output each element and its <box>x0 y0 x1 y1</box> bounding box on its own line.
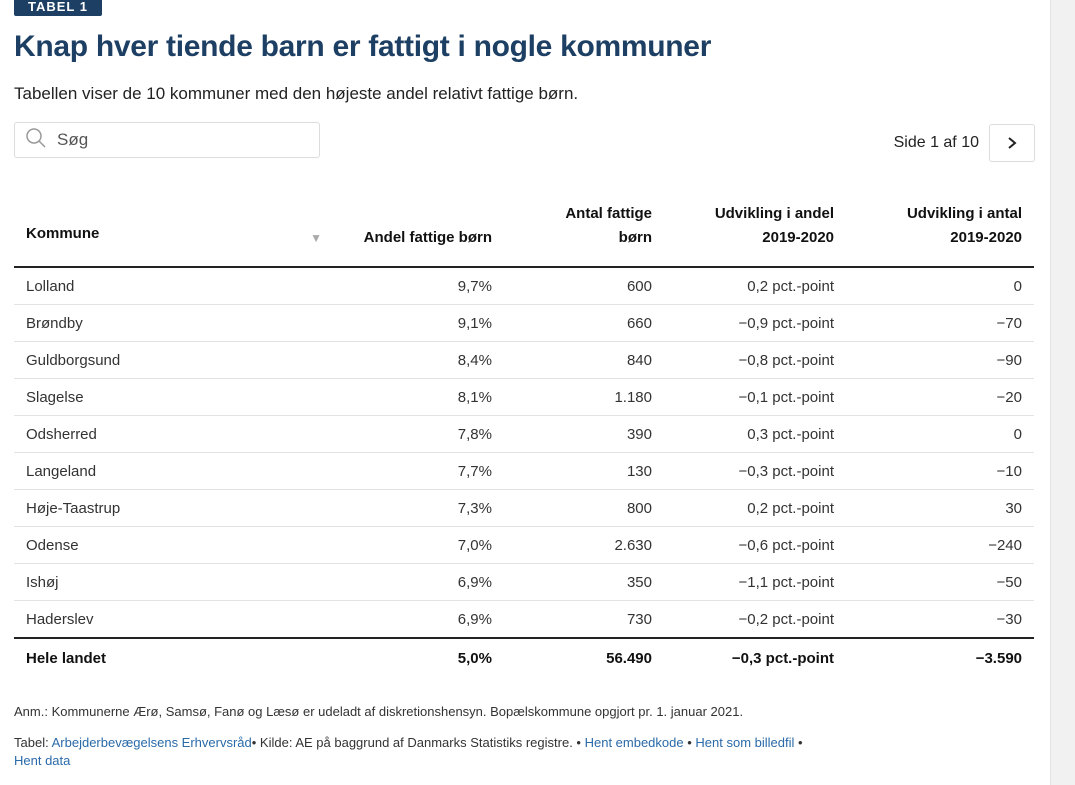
cell-udv-antal: −20 <box>846 378 1034 416</box>
cell-andel: 7,7% <box>334 452 504 490</box>
source-kilde: • Kilde: AE på baggrund af Danmarks Stat… <box>251 735 581 750</box>
table-row: Guldborgsund 8,4% 840 −0,8 pct.-point −90 <box>14 341 1034 379</box>
header-udv-antal[interactable]: Udvikling i antal 2019-2020 <box>846 194 1034 268</box>
cell-antal: 390 <box>504 415 664 453</box>
cell-kommune: Brøndby <box>14 304 334 342</box>
source-prefix: Tabel: <box>14 735 49 750</box>
cell-udv-andel: −1,1 pct.-point <box>664 563 846 601</box>
cell-andel: 7,0% <box>334 526 504 564</box>
cell-udv-andel: −0,1 pct.-point <box>664 378 846 416</box>
search-input[interactable] <box>55 129 319 151</box>
cell-kommune: Odense <box>14 526 334 564</box>
cell-kommune: Høje-Taastrup <box>14 489 334 527</box>
table-row: Langeland 7,7% 130 −0,3 pct.-point −10 <box>14 452 1034 490</box>
total-kommune: Hele landet <box>14 637 334 677</box>
header-andel[interactable]: Andel fattige børn <box>334 194 504 268</box>
separator: • <box>798 735 803 750</box>
cell-udv-andel: −0,6 pct.-point <box>664 526 846 564</box>
cell-udv-antal: −10 <box>846 452 1034 490</box>
header-udv-andel-label: Udvikling i andel 2019-2020 <box>714 205 834 246</box>
table-total-row: Hele landet 5,0% 56.490 −0,3 pct.-point −3.5… <box>14 637 1034 677</box>
cell-kommune: Haderslev <box>14 600 334 639</box>
cell-andel: 6,9% <box>334 563 504 601</box>
cell-udv-antal: −50 <box>846 563 1034 601</box>
cell-andel: 6,9% <box>334 600 504 639</box>
cell-andel: 7,3% <box>334 489 504 527</box>
header-udv-antal-label: Udvikling i antal 2019-2020 <box>906 205 1022 246</box>
cell-andel: 8,1% <box>334 378 504 416</box>
cell-andel: 7,8% <box>334 415 504 453</box>
cell-antal: 600 <box>504 267 664 305</box>
cell-kommune: Lolland <box>14 267 334 305</box>
cell-kommune: Ishøj <box>14 563 334 601</box>
table-row: Slagelse 8,1% 1.180 −0,1 pct.-point −20 <box>14 378 1034 416</box>
right-scroll-rail <box>1050 0 1075 785</box>
pagination: Side 1 af 10 <box>894 124 1035 162</box>
cell-udv-andel: 0,2 pct.-point <box>664 267 846 305</box>
total-udv-antal: −3.590 <box>846 637 1034 677</box>
header-antal-label: Antal fattige børn <box>565 205 652 246</box>
cell-udv-andel: −0,8 pct.-point <box>664 341 846 379</box>
cell-kommune: Langeland <box>14 452 334 490</box>
header-antal[interactable]: Antal fattige børn <box>504 194 664 268</box>
cell-antal: 350 <box>504 563 664 601</box>
cell-andel: 9,1% <box>334 304 504 342</box>
page-indicator: Side 1 af 10 <box>893 134 979 151</box>
search-box[interactable] <box>14 122 320 158</box>
chevron-right-icon <box>1008 137 1017 149</box>
cell-antal: 1.180 <box>504 378 664 416</box>
cell-kommune: Slagelse <box>14 378 334 416</box>
table-header-row: Kommune ▼ Andel fattige børn Antal fatti… <box>14 194 1034 268</box>
cell-udv-andel: −0,2 pct.-point <box>664 600 846 639</box>
cell-udv-andel: 0,2 pct.-point <box>664 489 846 527</box>
cell-udv-andel: −0,3 pct.-point <box>664 452 846 490</box>
table-row: Høje-Taastrup 7,3% 800 0,2 pct.-point 30 <box>14 489 1034 527</box>
cell-udv-antal: −240 <box>846 526 1034 564</box>
download-data-link[interactable]: Hent data <box>14 753 71 768</box>
table-badge: TABEL 1 <box>14 0 102 16</box>
cell-udv-antal: −30 <box>846 600 1034 639</box>
sort-down-icon[interactable]: ▼ <box>310 231 322 245</box>
total-antal: 56.490 <box>504 637 664 677</box>
table-row: Ishøj 6,9% 350 −1,1 pct.-point −50 <box>14 563 1034 601</box>
cell-udv-antal: −90 <box>846 341 1034 379</box>
search-icon <box>25 127 47 154</box>
table-row: Odense 7,0% 2.630 −0,6 pct.-point −240 <box>14 526 1034 564</box>
org-link[interactable]: Arbejderbevægelsens Erhvervsråd <box>51 735 252 750</box>
cell-andel: 8,4% <box>334 341 504 379</box>
cell-udv-antal: −70 <box>846 304 1034 342</box>
cell-andel: 9,7% <box>334 267 504 305</box>
table-row: Haderslev 6,9% 730 −0,2 pct.-point −30 <box>14 600 1034 639</box>
cell-antal: 660 <box>504 304 664 342</box>
cell-udv-andel: −0,9 pct.-point <box>664 304 846 342</box>
cell-kommune: Guldborgsund <box>14 341 334 379</box>
cell-udv-antal: 30 <box>846 489 1034 527</box>
download-image-link[interactable]: Hent som billedfil <box>695 735 795 750</box>
cell-udv-antal: 0 <box>846 267 1034 305</box>
separator: • <box>687 735 692 750</box>
header-kommune[interactable]: Kommune ▼ <box>14 194 334 268</box>
next-page-button[interactable] <box>989 124 1035 162</box>
page-subtitle: Tabellen viser de 10 kommuner med den hø… <box>14 84 579 103</box>
header-kommune-label: Kommune <box>26 225 100 242</box>
data-table: Kommune ▼ Andel fattige børn Antal fatti… <box>14 194 1034 677</box>
cell-kommune: Odsherred <box>14 415 334 453</box>
cell-antal: 800 <box>504 489 664 527</box>
page-title: Knap hver tiende barn er fattigt i nogle… <box>14 30 712 63</box>
table-row: Lolland 9,7% 600 0,2 pct.-point 0 <box>14 267 1034 305</box>
cell-udv-andel: 0,3 pct.-point <box>664 415 846 453</box>
cell-udv-antal: 0 <box>846 415 1034 453</box>
table-note: Anm.: Kommunerne Ærø, Samsø, Fanø og Læs… <box>14 704 744 719</box>
table-row: Odsherred 7,8% 390 0,3 pct.-point 0 <box>14 415 1034 453</box>
embed-code-link[interactable]: Hent embedkode <box>584 735 684 750</box>
cell-antal: 730 <box>504 600 664 639</box>
cell-antal: 2.630 <box>504 526 664 564</box>
total-andel: 5,0% <box>334 637 504 677</box>
cell-antal: 130 <box>504 452 664 490</box>
table-source: Tabel: Arbejderbevægelsens Erhvervsråd• … <box>14 734 994 770</box>
total-udv-andel: −0,3 pct.-point <box>664 637 846 677</box>
header-udv-andel[interactable]: Udvikling i andel 2019-2020 <box>664 194 846 268</box>
cell-antal: 840 <box>504 341 664 379</box>
table-row: Brøndby 9,1% 660 −0,9 pct.-point −70 <box>14 304 1034 342</box>
